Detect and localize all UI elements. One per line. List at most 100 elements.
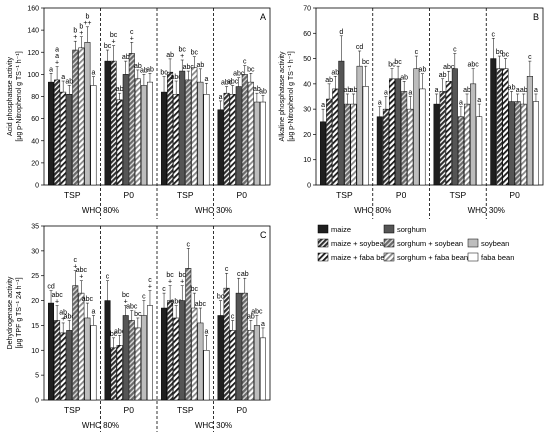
significance-label: ab — [241, 271, 249, 278]
bar — [197, 81, 204, 186]
significance-label: a — [219, 94, 223, 101]
bar — [72, 49, 79, 186]
bar — [508, 101, 515, 186]
bar — [344, 103, 351, 186]
group-label: P0 — [396, 190, 407, 200]
bar — [326, 98, 333, 186]
significance-label: c — [243, 59, 247, 66]
significance-label: abc — [64, 313, 76, 320]
group-label: P0 — [509, 190, 520, 200]
bar — [445, 81, 452, 186]
significance-label: ab — [508, 84, 516, 91]
bar — [48, 81, 55, 186]
significance-label: bc — [179, 46, 187, 53]
bar — [203, 94, 210, 186]
significance-label: bc — [217, 294, 225, 301]
significance-label: a — [205, 76, 209, 83]
significance-label: ab — [350, 87, 358, 94]
y-tick-label: 70 — [303, 6, 311, 13]
significance-label: b — [85, 13, 89, 20]
significance-label: a — [61, 74, 65, 81]
significance-label: ab — [419, 67, 427, 74]
y-tick-label: 160 — [27, 6, 39, 13]
bar — [490, 58, 497, 186]
y-tick-label: 30 — [31, 248, 39, 255]
bar — [457, 116, 464, 186]
bar — [110, 60, 117, 186]
significance-label: a — [55, 53, 59, 60]
significance-label: cd — [356, 44, 364, 51]
significance-label: bc — [166, 272, 174, 279]
significance-label: a — [384, 90, 388, 97]
legend-label: maize + soybean — [331, 239, 388, 248]
significance-label: + — [124, 299, 128, 306]
legend-label: soybean — [481, 239, 509, 248]
significance-label: + — [180, 53, 184, 60]
significance-label: c — [142, 294, 146, 301]
condition-label: WHC 30% — [468, 206, 505, 215]
bar — [185, 79, 192, 186]
bar — [161, 91, 168, 186]
bar — [134, 327, 141, 401]
significance-label: bc — [247, 66, 255, 73]
bar — [173, 94, 180, 186]
bar — [229, 94, 236, 186]
bar — [241, 74, 248, 186]
significance-label: abc — [251, 308, 263, 315]
condition-label: WHC 80% — [82, 421, 119, 430]
y-tick-label: 20 — [31, 298, 39, 305]
bar — [247, 81, 254, 186]
significance-label: abc — [171, 299, 183, 306]
significance-label: c — [237, 271, 241, 278]
legend-swatch — [383, 224, 395, 234]
y-tick-label: 40 — [31, 138, 39, 145]
significance-label: + — [130, 35, 134, 42]
condition-label: WHC 30% — [195, 206, 232, 215]
bar — [235, 292, 242, 401]
bar — [451, 68, 458, 186]
significance-label: ab — [65, 78, 73, 85]
y-axis-label-line1: Dehydrogenase activity — [7, 276, 14, 349]
significance-label: ab — [253, 86, 261, 93]
significance-label: + — [55, 60, 59, 67]
condition-label: WHC 80% — [354, 206, 391, 215]
bar — [110, 347, 117, 401]
group-label: TSP — [177, 405, 194, 415]
significance-label: abc — [171, 74, 183, 81]
legend-swatch — [383, 238, 395, 248]
significance-label: abc — [221, 80, 233, 87]
bar — [407, 108, 414, 186]
significance-label: ab — [259, 88, 267, 95]
bar — [253, 101, 260, 186]
bar — [66, 94, 73, 186]
legend-label: faba bean — [481, 253, 514, 262]
group-label: TSP — [450, 190, 467, 200]
group-label: TSP — [177, 190, 194, 200]
y-tick-label: 10 — [303, 157, 311, 164]
bar — [253, 325, 260, 401]
bar — [66, 330, 73, 401]
significance-label: ab — [140, 67, 148, 74]
bar — [433, 103, 440, 186]
bar — [470, 83, 477, 186]
group-label: TSP — [64, 405, 81, 415]
significance-label: c — [162, 286, 166, 293]
bar — [514, 101, 521, 186]
significance-label: cd — [47, 284, 55, 291]
significance-label: ab — [134, 63, 142, 70]
significance-label: + — [79, 274, 83, 281]
y-tick-label: 120 — [27, 50, 39, 57]
bar — [191, 67, 198, 186]
legend-label: maize + faba bean — [331, 253, 393, 262]
y-tick-label: 60 — [303, 31, 311, 38]
legend-swatch — [467, 238, 479, 248]
significance-label: ab — [400, 74, 408, 81]
significance-label: bc — [110, 331, 118, 338]
significance-label: + — [73, 264, 77, 271]
bar — [116, 99, 123, 186]
significance-label: ab — [166, 52, 174, 59]
bar — [48, 302, 55, 401]
significance-label: abc — [126, 304, 138, 311]
bar — [146, 81, 153, 186]
